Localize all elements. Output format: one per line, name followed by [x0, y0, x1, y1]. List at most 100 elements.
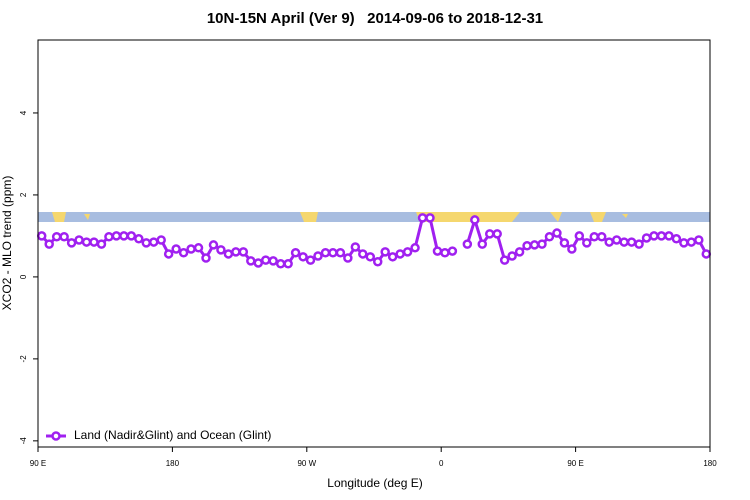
data-point — [656, 231, 667, 241]
data-point — [186, 244, 196, 254]
data-point — [193, 243, 204, 253]
data-point — [231, 247, 241, 257]
data-point — [89, 237, 99, 247]
data-point — [275, 259, 286, 269]
data-point — [380, 247, 390, 257]
data-point — [417, 213, 428, 223]
y-axis-label: XCO2 - MLO trend (ppm) — [0, 176, 14, 311]
data-point — [499, 255, 510, 265]
y-tick-label: 2 — [19, 192, 28, 197]
data-point — [679, 238, 689, 248]
data-point — [59, 231, 69, 242]
data-point — [402, 247, 413, 257]
data-point — [470, 215, 480, 225]
data-point — [208, 240, 219, 250]
data-point — [701, 249, 712, 259]
data-point — [582, 238, 592, 248]
y-tick-label: -4 — [19, 437, 28, 445]
data-point — [634, 239, 644, 249]
data-point — [163, 249, 174, 259]
data-point — [395, 249, 405, 259]
data-point — [298, 252, 308, 262]
x-axis-label: Longitude (deg E) — [327, 476, 422, 490]
data-point — [223, 249, 234, 259]
data-point — [589, 231, 600, 242]
data-point — [626, 237, 637, 247]
data-point — [447, 246, 458, 256]
x-tick-label: 90 W — [297, 459, 316, 468]
data-point — [74, 235, 84, 245]
data-point — [201, 253, 211, 263]
data-point — [671, 234, 682, 244]
data-point — [343, 253, 353, 263]
legend: Land (Nadir&Glint) and Ocean (Glint) — [46, 428, 271, 442]
data-point — [552, 228, 562, 238]
data-point — [529, 240, 540, 250]
data-point — [596, 231, 607, 242]
data-point — [440, 247, 450, 258]
data-point — [559, 238, 570, 248]
plot-frame — [37, 39, 711, 448]
y-tick-label: 4 — [19, 110, 28, 115]
data-point — [238, 247, 249, 257]
data-point — [141, 238, 152, 248]
x-tick-label: 90 E — [567, 459, 583, 468]
data-point — [253, 258, 264, 268]
legend-label: Land (Nadir&Glint) and Ocean (Glint) — [74, 428, 271, 442]
data-point — [66, 238, 77, 248]
data-point — [36, 231, 47, 241]
data-point — [365, 252, 376, 262]
data-point — [604, 237, 614, 247]
data-point — [216, 245, 226, 255]
x-tick-label: 0 — [439, 459, 444, 468]
data-point — [335, 247, 346, 258]
data-point — [432, 246, 443, 256]
land-strip — [52, 212, 628, 222]
data-point — [387, 252, 398, 262]
data-point — [522, 241, 532, 251]
legend-marker — [51, 431, 61, 441]
data-point — [484, 229, 495, 239]
data-point — [178, 247, 189, 258]
data-point — [148, 237, 159, 247]
data-point — [283, 259, 293, 269]
data-point — [96, 239, 107, 249]
data-point — [328, 247, 338, 258]
data-point — [81, 237, 92, 247]
data-point — [611, 235, 622, 245]
data-point — [649, 231, 659, 241]
data-point — [246, 256, 256, 266]
data-point — [664, 231, 674, 241]
ocean-strip — [38, 212, 710, 222]
data-point — [574, 231, 585, 241]
data-point — [171, 244, 181, 254]
data-point — [514, 247, 525, 257]
data-point — [156, 235, 166, 245]
data-point — [268, 256, 278, 266]
data-point — [358, 249, 368, 259]
map-strip — [38, 212, 710, 222]
data-point — [126, 231, 137, 241]
data-point — [350, 242, 361, 252]
data-point — [619, 237, 629, 247]
x-tick-label: 180 — [166, 459, 180, 468]
y-tick-label: -2 — [19, 355, 28, 363]
data-point — [544, 231, 555, 242]
x-tick-label: 180 — [703, 459, 717, 468]
y-tick-label: 0 — [19, 274, 28, 279]
data-point — [305, 255, 316, 265]
data-point — [372, 256, 383, 267]
data-point — [425, 213, 435, 223]
data-point — [111, 231, 122, 241]
data-point — [462, 239, 473, 249]
data-point — [290, 247, 301, 258]
data-point — [410, 243, 420, 253]
data-point — [567, 244, 577, 254]
data-point — [313, 251, 323, 261]
data-point — [686, 237, 697, 247]
chart-title: 10N-15N April (Ver 9) 2014-09-06 to 2018… — [207, 10, 543, 27]
data-point — [694, 235, 704, 245]
data-point — [44, 239, 54, 249]
data-point — [320, 247, 331, 258]
